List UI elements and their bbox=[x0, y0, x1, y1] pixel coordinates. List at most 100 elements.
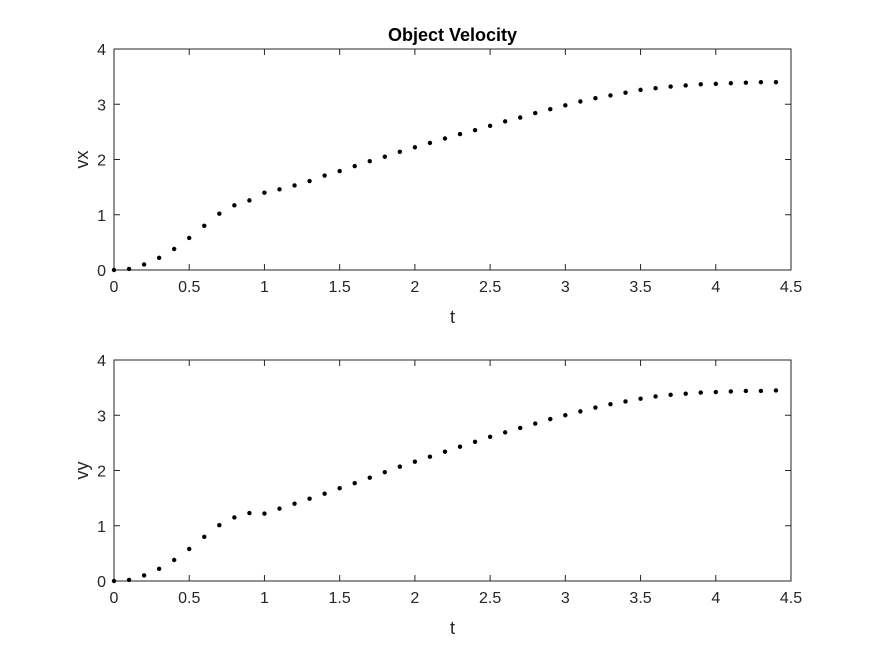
data-point bbox=[232, 515, 237, 520]
data-point bbox=[608, 402, 613, 407]
data-point bbox=[412, 459, 418, 464]
x-tick-label: 0.5 bbox=[178, 590, 200, 607]
data-point bbox=[518, 115, 523, 120]
data-point bbox=[743, 80, 749, 85]
data-point bbox=[111, 267, 117, 273]
data-point bbox=[668, 84, 673, 89]
data-point bbox=[171, 557, 177, 563]
data-point bbox=[698, 390, 703, 395]
subplot-1: 0 0.5 1 1.5 2 2.5 3 3.5 4 4.5 0 1 2 3 4 t vx Object Veloc… bbox=[72, 25, 802, 327]
data-point bbox=[292, 501, 297, 506]
data-point bbox=[307, 496, 312, 501]
y-tick-label: 4 bbox=[97, 353, 106, 370]
data-point bbox=[126, 266, 132, 272]
y-axis-label: vx bbox=[72, 151, 92, 169]
data-point bbox=[593, 95, 598, 101]
x-tick-label: 0 bbox=[110, 279, 119, 296]
y-tick-label: 3 bbox=[97, 408, 106, 425]
data-point bbox=[668, 392, 673, 398]
data-point bbox=[397, 149, 403, 154]
x-tick-label: 3.5 bbox=[629, 590, 651, 607]
data-point bbox=[202, 534, 207, 539]
data-point bbox=[141, 573, 147, 578]
data-point bbox=[593, 405, 598, 410]
x-tick-label: 2.5 bbox=[479, 279, 501, 296]
data-point bbox=[292, 183, 297, 188]
data-point bbox=[563, 413, 568, 418]
data-point bbox=[472, 439, 478, 444]
data-point bbox=[187, 546, 192, 552]
data-point bbox=[111, 578, 117, 584]
chart-title: Object Velocity bbox=[388, 25, 517, 45]
data-point bbox=[247, 510, 252, 516]
data-point bbox=[653, 86, 658, 91]
data-point bbox=[487, 434, 493, 439]
data-point bbox=[743, 388, 749, 394]
data-point bbox=[322, 491, 327, 496]
x-tick-label: 1.5 bbox=[329, 279, 351, 296]
x-tick-label: 4 bbox=[711, 279, 720, 296]
data-point bbox=[427, 454, 433, 459]
data-point bbox=[382, 469, 387, 475]
data-point bbox=[533, 110, 538, 116]
data-point bbox=[608, 93, 613, 98]
x-tick-label: 3 bbox=[561, 279, 570, 296]
data-point bbox=[457, 444, 463, 449]
y-tick-label: 0 bbox=[97, 574, 106, 591]
data-point bbox=[638, 396, 643, 401]
data-point bbox=[502, 430, 508, 435]
data-point bbox=[638, 87, 643, 93]
data-point bbox=[548, 416, 553, 422]
x-tick-label: 4 bbox=[711, 590, 720, 607]
data-point bbox=[367, 475, 372, 480]
data-point bbox=[653, 394, 658, 399]
data-point bbox=[472, 128, 478, 133]
data-point bbox=[578, 409, 583, 414]
data-point bbox=[457, 131, 463, 137]
data-point bbox=[683, 391, 688, 396]
data-point bbox=[156, 255, 162, 261]
data-point bbox=[683, 83, 688, 88]
data-point bbox=[337, 485, 342, 491]
data-point bbox=[217, 522, 222, 528]
x-tick-label: 1 bbox=[260, 590, 269, 607]
data-point bbox=[548, 107, 553, 112]
x-tick-label: 4.5 bbox=[780, 590, 802, 607]
x-tick-label: 2 bbox=[410, 590, 419, 607]
data-point bbox=[367, 158, 372, 164]
data-point bbox=[247, 198, 252, 203]
x-tick-label: 1.5 bbox=[329, 590, 351, 607]
data-point bbox=[487, 123, 493, 128]
data-point bbox=[322, 173, 327, 178]
data-point bbox=[352, 163, 357, 169]
x-tick-label: 3.5 bbox=[629, 279, 651, 296]
y-tick-label: 1 bbox=[97, 208, 106, 225]
x-tick-label: 4.5 bbox=[780, 279, 802, 296]
data-point bbox=[758, 388, 764, 394]
data-point bbox=[126, 577, 132, 583]
data-point bbox=[442, 449, 448, 454]
data-point bbox=[277, 506, 282, 511]
data-point bbox=[187, 235, 192, 241]
subplot-2: 0 0.5 1 1.5 2 2.5 3 3.5 4 4.5 0 1 2 3 4 t vy bbox=[72, 353, 802, 638]
y-tick-label: 2 bbox=[97, 153, 106, 170]
data-point bbox=[171, 246, 177, 252]
data-point bbox=[533, 421, 538, 426]
x-tick-label: 3 bbox=[561, 590, 570, 607]
data-point bbox=[758, 79, 764, 85]
data-point bbox=[502, 119, 508, 124]
data-point bbox=[382, 154, 387, 159]
data-point bbox=[156, 566, 162, 572]
x-tick-label: 0.5 bbox=[178, 279, 200, 296]
data-point bbox=[442, 136, 448, 141]
data-point bbox=[578, 99, 583, 104]
y-tick-label: 1 bbox=[97, 519, 106, 536]
data-point bbox=[352, 481, 357, 486]
data-point bbox=[518, 425, 523, 431]
data-point bbox=[713, 81, 718, 87]
data-point bbox=[427, 140, 433, 146]
data-point bbox=[728, 389, 734, 394]
data-point bbox=[397, 464, 403, 469]
data-point bbox=[728, 81, 734, 86]
